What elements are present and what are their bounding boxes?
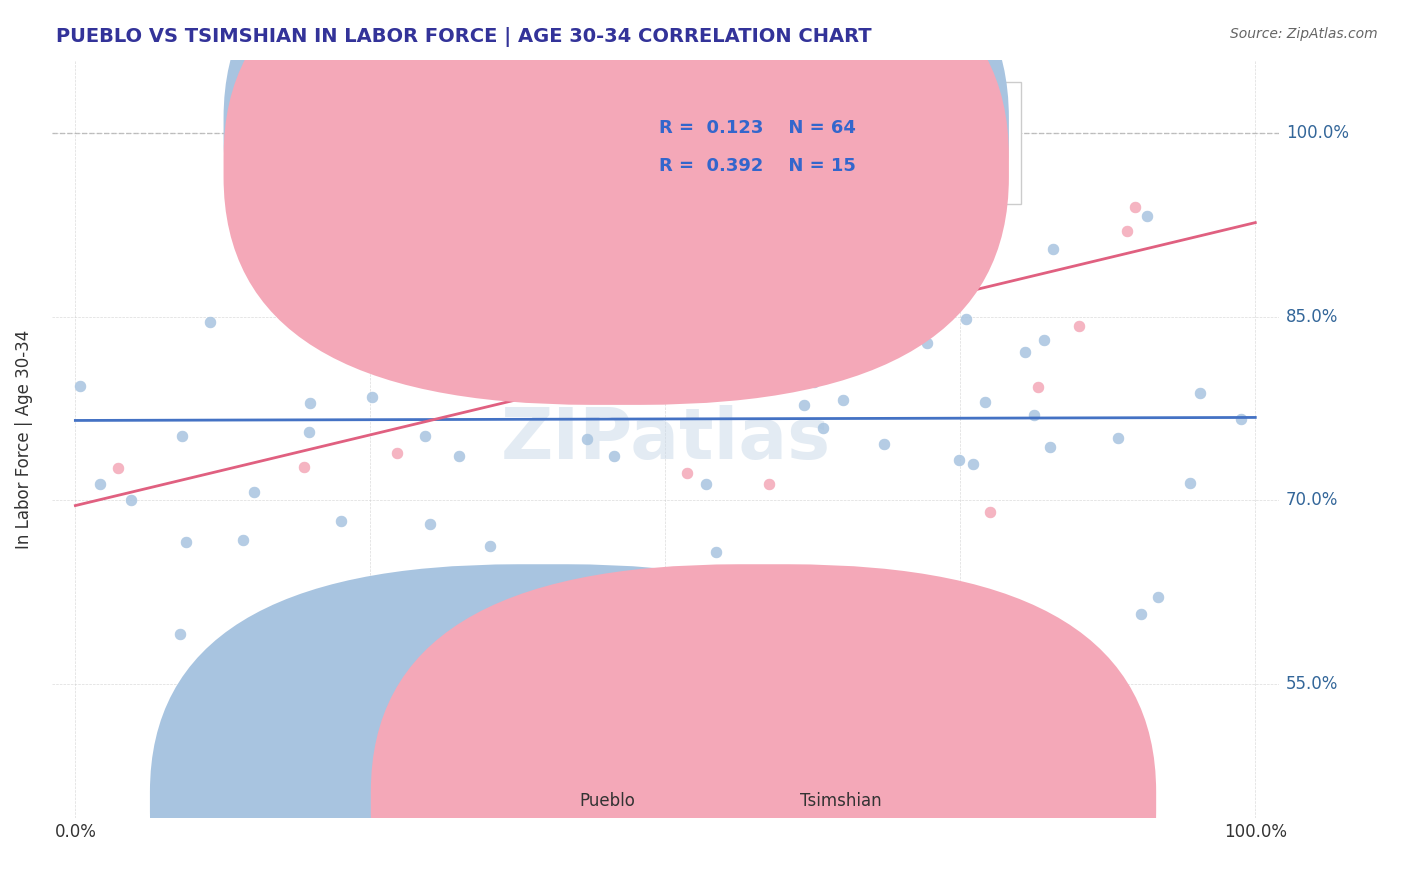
Point [758,476,780,491]
FancyBboxPatch shape [224,0,1010,405]
Point [1229,411,1251,425]
Point [585,669,607,683]
Point [298,425,321,440]
Point [793,398,815,412]
Text: Pueblo: Pueblo [579,792,636,810]
Point [409,102,432,116]
Point [603,449,626,463]
Point [413,428,436,442]
Point [1116,224,1139,238]
Text: PUEBLO VS TSIMSHIAN IN LABOR FORCE | AGE 30-34 CORRELATION CHART: PUEBLO VS TSIMSHIAN IN LABOR FORCE | AGE… [56,27,872,46]
Point [979,505,1001,519]
Point [1189,385,1212,400]
Point [1147,590,1170,604]
Point [1024,408,1046,422]
FancyBboxPatch shape [567,82,1021,203]
Text: R =  0.392    N = 15: R = 0.392 N = 15 [659,157,856,175]
Y-axis label: In Labor Force | Age 30-34: In Labor Force | Age 30-34 [15,329,32,549]
Point [652,231,675,245]
Point [907,292,929,306]
Point [761,582,783,597]
Point [1026,380,1049,394]
Point [242,485,264,500]
Point [669,705,692,719]
Point [107,460,129,475]
Point [880,263,903,277]
Point [329,514,352,528]
Text: 85.0%: 85.0% [1286,308,1339,326]
Point [361,390,384,404]
Point [510,334,533,348]
Point [912,176,935,190]
Point [676,466,699,480]
Point [1042,242,1064,256]
Point [69,378,91,392]
Point [174,534,197,549]
Text: Tsimshian: Tsimshian [800,792,882,810]
Point [1014,345,1036,359]
Point [1067,318,1090,333]
Point [948,453,970,467]
Point [773,332,796,346]
Point [232,533,254,548]
Point [1136,209,1159,223]
Point [169,627,191,641]
Point [811,421,834,435]
Point [505,113,527,128]
Point [668,327,690,342]
Point [385,446,408,460]
Point [841,102,863,116]
Point [915,336,938,351]
Point [479,539,502,553]
Point [831,393,853,408]
Point [440,370,463,384]
Point [172,429,194,443]
Point [1039,440,1062,454]
Point [859,130,882,145]
Text: 100.0%: 100.0% [1286,124,1348,142]
Point [710,272,733,286]
Point [679,684,702,698]
Point [704,545,727,559]
Point [988,102,1011,116]
Point [449,449,471,463]
Point [1076,652,1098,666]
Point [1033,333,1056,347]
Point [264,262,287,277]
Point [120,492,142,507]
Point [1107,430,1129,444]
Point [1178,476,1201,491]
Point [955,311,977,326]
Point [292,459,315,474]
Text: 55.0%: 55.0% [1286,675,1339,693]
Point [1123,200,1146,214]
Point [198,315,221,329]
FancyBboxPatch shape [150,565,935,892]
Text: R =  0.123    N = 64: R = 0.123 N = 64 [659,119,856,136]
FancyBboxPatch shape [371,565,1156,892]
Point [803,375,825,389]
Text: Source: ZipAtlas.com: Source: ZipAtlas.com [1230,27,1378,41]
Text: ZIPatlas: ZIPatlas [501,405,831,474]
Point [89,477,111,491]
Point [962,457,984,471]
Point [1031,661,1053,675]
Point [259,292,281,306]
Point [419,517,441,532]
FancyBboxPatch shape [224,0,1010,367]
Point [517,102,540,116]
Point [695,476,717,491]
Point [576,432,599,446]
Point [974,395,997,409]
Point [873,437,896,451]
Point [527,299,550,313]
Point [1129,607,1152,621]
Text: 70.0%: 70.0% [1286,491,1339,509]
Point [299,396,322,410]
Point [787,244,810,259]
Point [769,350,792,364]
